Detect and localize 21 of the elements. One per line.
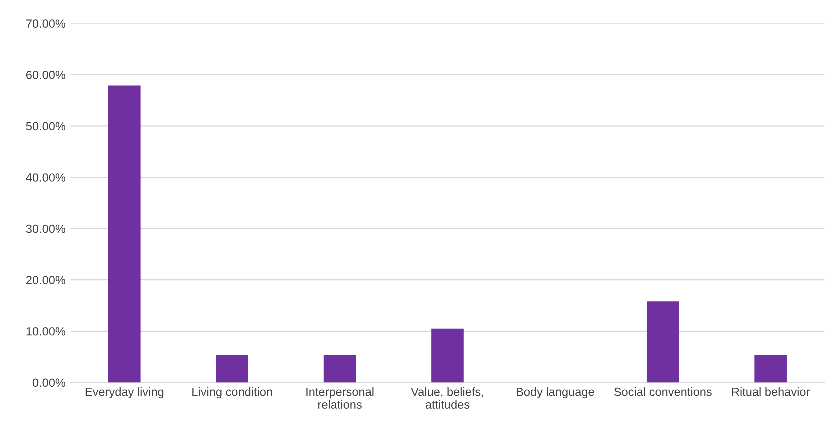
y-tick-label: 70.00% (26, 20, 66, 28)
bar (646, 302, 680, 383)
x-tick-label: Ritual behavior (732, 388, 810, 396)
bar (108, 86, 141, 383)
y-tick-label: 60.00% (26, 70, 66, 80)
y-tick-label: 0.00% (32, 378, 66, 388)
x-tick-label: Everyday living (86, 388, 164, 399)
y-tick-label: 30.00% (26, 224, 66, 234)
x-tick-label: Interpersonal relations (306, 388, 374, 409)
bar (754, 356, 787, 383)
y-tick-label: 40.00% (26, 174, 66, 182)
bar (432, 328, 464, 383)
y-tick-label: 50.00% (26, 122, 66, 131)
x-tick-label: Social conventions (614, 388, 712, 396)
x-tick-label: Body language (517, 388, 594, 399)
bar (216, 356, 248, 383)
bar (324, 356, 356, 383)
x-tick-label: Value, beliefs, attitudes (411, 388, 484, 409)
y-tick-label: 20.00% (26, 276, 66, 285)
y-tick-label: 10.00% (26, 327, 66, 336)
x-tick-label: Living condition (192, 388, 272, 399)
